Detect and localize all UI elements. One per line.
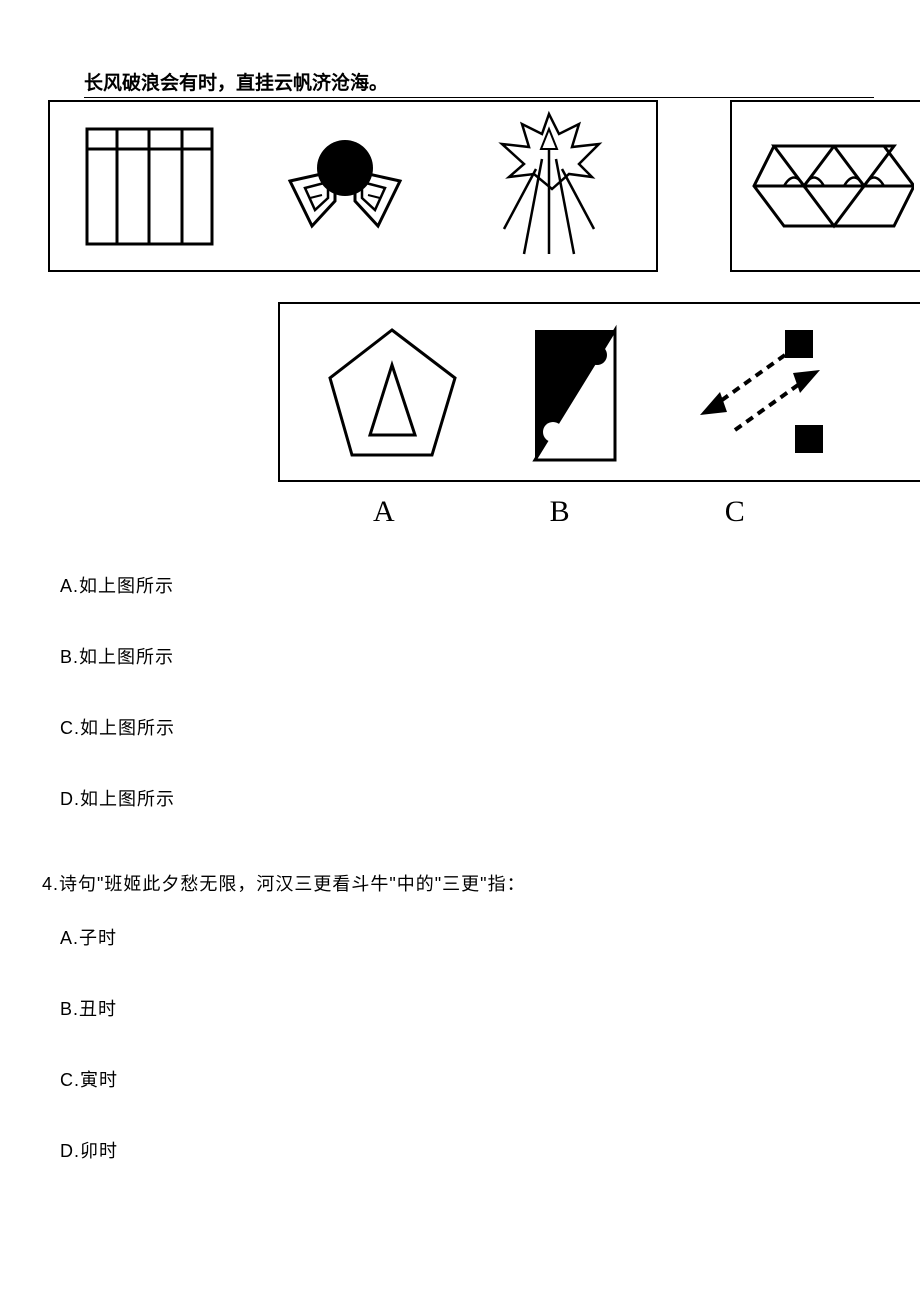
figure-option-c: [685, 320, 840, 465]
figure-parallelogram-icon: [739, 131, 914, 241]
option-letter-b: B: [550, 495, 570, 529]
q3-option-a: A.如上图所示: [60, 572, 175, 598]
page-header-quote: 长风破浪会有时，直挂云帆济沧海。: [84, 68, 874, 98]
figure-starburst-icon: [474, 109, 624, 264]
question-4-block: 4.诗句"班姬此夕愁无限，河汉三更看斗牛"中的"三更"指： A.子时 B.丑时 …: [42, 870, 526, 1208]
option-letter-c: C: [725, 495, 745, 529]
option-letters-row: A B C: [278, 495, 920, 529]
figure-option-a: [320, 320, 465, 465]
q4-option-b: B.丑时: [60, 995, 526, 1021]
figure-group-primary: [48, 100, 658, 272]
question-3-options: A.如上图所示 B.如上图所示 C.如上图所示 D.如上图所示: [60, 572, 175, 856]
q4-option-a: A.子时: [60, 924, 526, 950]
option-letter-a: A: [373, 495, 395, 529]
q3-option-c: C.如上图所示: [60, 714, 175, 740]
q4-option-d: D.卯时: [60, 1137, 526, 1163]
q4-option-c: C.寅时: [60, 1066, 526, 1092]
figure-options-row: [278, 302, 920, 482]
q4-stem: 4.诗句"班姬此夕愁无限，河汉三更看斗牛"中的"三更"指：: [42, 870, 526, 896]
figure-group-secondary: [730, 100, 920, 272]
figure-circle-wings-icon: [260, 126, 430, 246]
q3-option-d: D.如上图所示: [60, 785, 175, 811]
figure-grid-icon: [82, 124, 217, 249]
figure-option-b: [525, 320, 625, 465]
q3-option-b: B.如上图所示: [60, 643, 175, 669]
